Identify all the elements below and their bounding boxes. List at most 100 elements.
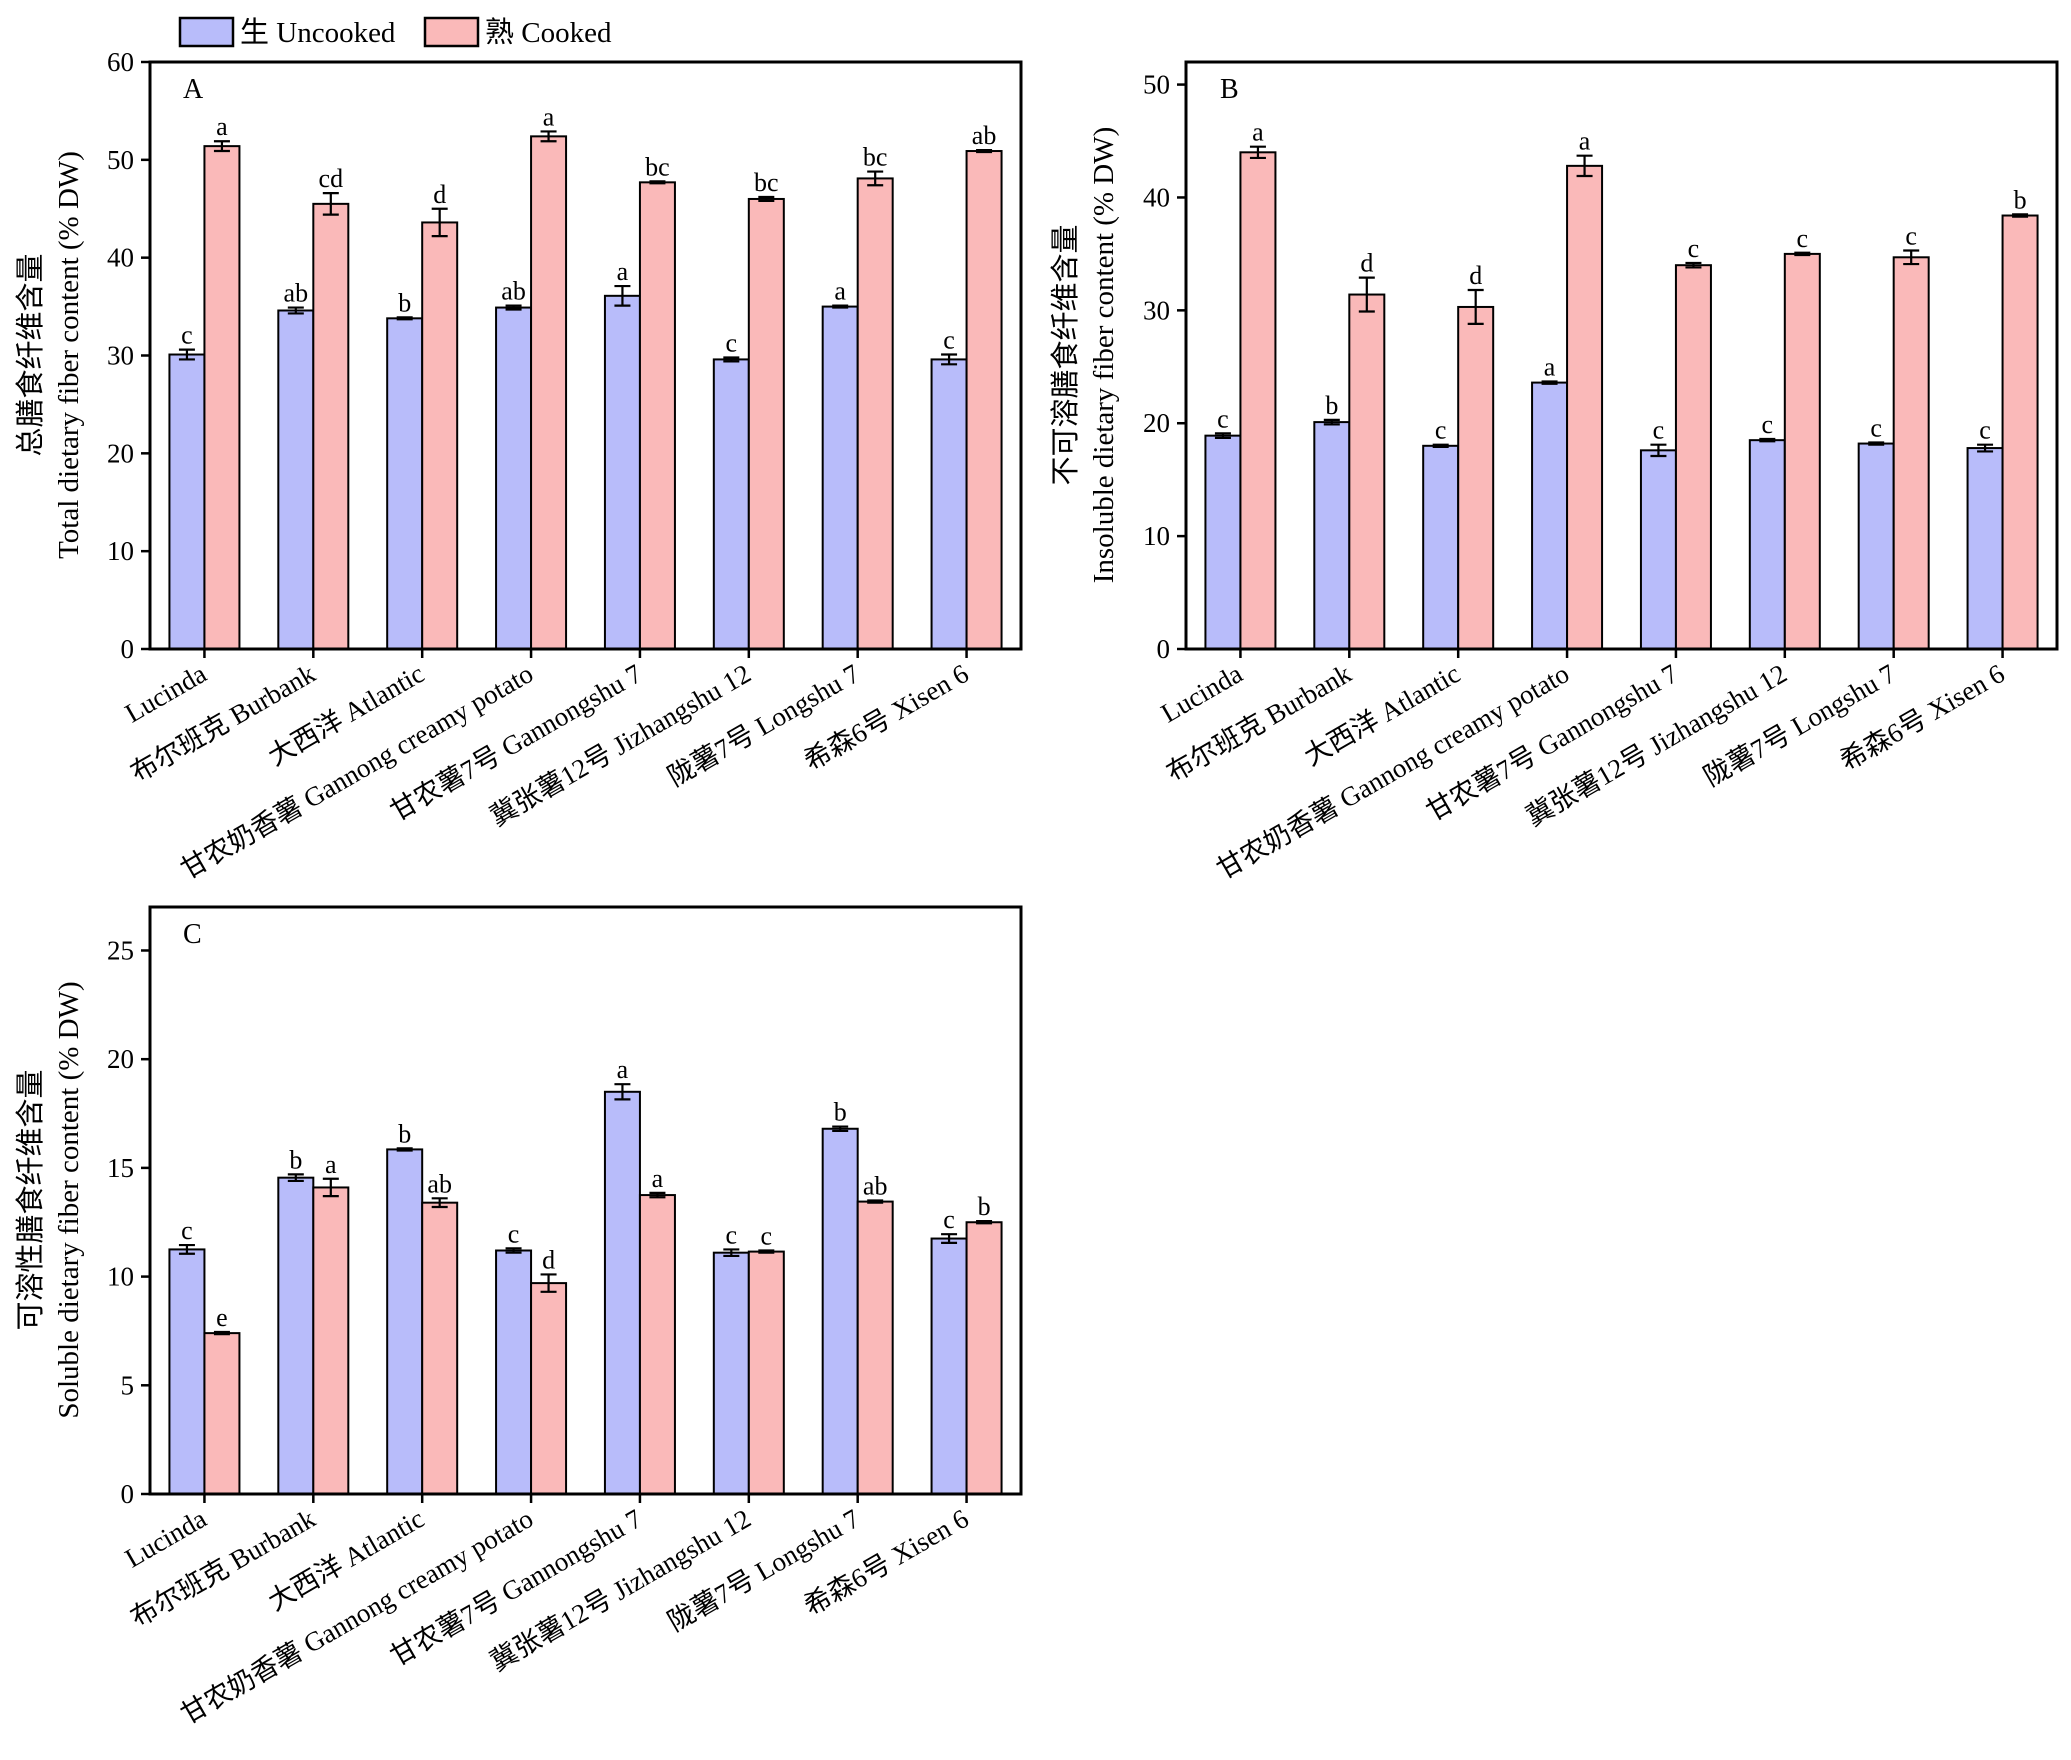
panel-b-significance-letter: b: [1325, 391, 1338, 420]
panel-c-bar-cooked: [856, 1200, 894, 1495]
panel-b-significance-letter: c: [1870, 413, 1882, 442]
panel-c-bar-cooked: [312, 1186, 350, 1495]
panel-c: 可溶性膳食纤维含量 Soluble dietary fiber content …: [14, 905, 1023, 1730]
panel-a-bar-uncooked: [821, 305, 859, 650]
legend-uncooked-swatch: [178, 16, 235, 48]
panel-a-significance-letter: a: [617, 257, 629, 286]
panel-b-xtick-label: 陇薯7号 Longshu 7: [1699, 658, 1901, 792]
panel-a-bar-cooked: [965, 150, 1003, 651]
panel-c-ytick-label: 0: [121, 1479, 135, 1509]
panel-c-ylabel-en: Soluble dietary fiber content (% DW): [53, 981, 85, 1418]
panel-a-bar-uncooked: [495, 306, 533, 650]
panel-b-significance-letter: c: [1217, 404, 1229, 433]
panel-c-ytick-label: 20: [107, 1044, 134, 1074]
panel-c-significance-letter: c: [508, 1219, 520, 1248]
panel-a-significance-letter: c: [726, 328, 738, 357]
panel-a-bar-uncooked: [930, 358, 968, 650]
panel-c-bar-cooked: [421, 1201, 459, 1495]
panel-a-ylabel-cn: 总膳食纤维含量: [14, 253, 47, 456]
panel-c-significance-letter: c: [943, 1205, 955, 1234]
panel-c-significance-letter: c: [726, 1220, 738, 1249]
panel-b-xtick-label: Lucinda: [1156, 658, 1248, 728]
panel-a-significance-letter: ab: [284, 279, 309, 308]
legend-cooked-swatch: [423, 16, 480, 48]
panel-b-ytick-label: 0: [1157, 634, 1171, 664]
panel-a-ytick-label: 10: [107, 536, 134, 566]
panel-b-letter: B: [1220, 74, 1239, 105]
panel-b-significance-letter: a: [1252, 118, 1264, 147]
panel-b-yticks: 0 10 20 30 40 50: [1143, 70, 1186, 664]
panel-a-frame: [148, 60, 1023, 651]
panel-c-significance-letter: b: [978, 1192, 991, 1221]
panel-c-significance-letter: a: [325, 1150, 337, 1179]
panel-b-bar-uncooked: [1313, 421, 1351, 650]
panel-a-letter: A: [183, 74, 204, 105]
panel-c-bar-uncooked: [168, 1248, 206, 1495]
panel-a-bar-uncooked: [603, 294, 641, 650]
panel-c-bar-uncooked: [930, 1237, 968, 1495]
panel-a-bar-uncooked: [712, 358, 750, 650]
panel-b-significance-letter: a: [1579, 127, 1591, 156]
panel-b-bar-uncooked: [1639, 449, 1677, 651]
panel-c-ytick-label: 15: [107, 1153, 134, 1183]
panel-a-bar-cooked: [421, 221, 459, 651]
panel-b-xtick-label: 布尔班克 Burbank: [1161, 658, 1356, 788]
panel-b-bar-cooked: [2001, 214, 2039, 650]
panel-b-significance-letter: c: [1688, 234, 1700, 263]
panel-c-letter: C: [183, 919, 202, 950]
panel-a-bars: c a ab cd b d ab a a bc c bc a bc c ab: [168, 102, 1003, 651]
panel-b-bars: c a b d c d a a c c c c c c c b: [1204, 118, 2039, 651]
panel-b-significance-letter: c: [1905, 222, 1917, 251]
panel-c-significance-letter: b: [834, 1098, 847, 1127]
panel-b-significance-letter: c: [1797, 224, 1809, 253]
panel-a-significance-letter: ab: [501, 277, 526, 306]
panel-c-ylabel-cn: 可溶性膳食纤维含量: [14, 1069, 47, 1330]
panel-c-bar-uncooked: [603, 1090, 641, 1495]
panel-b-bar-uncooked: [1422, 444, 1460, 650]
legend-cooked-label: 熟 Cooked: [485, 16, 612, 49]
panel-b-significance-letter: c: [1762, 410, 1774, 439]
panel-a-ytick-label: 60: [107, 47, 134, 77]
panel-c-bar-uncooked: [386, 1148, 424, 1496]
panel-c-significance-letter: c: [181, 1216, 193, 1245]
panel-c-ytick-label: 10: [107, 1262, 134, 1292]
panel-a-significance-letter: bc: [863, 143, 888, 172]
panel-a: 总膳食纤维含量 Total dietary fiber content (% D…: [14, 47, 1023, 885]
panel-b-significance-letter: c: [1979, 416, 1991, 445]
panel-a-significance-letter: a: [216, 112, 228, 141]
panel-a-xtick-label: 陇薯7号 Longshu 7: [663, 658, 865, 792]
panel-b-bar-cooked: [1239, 151, 1277, 651]
panel-b-significance-letter: d: [1469, 261, 1482, 290]
panel-c-ytick-label: 5: [121, 1370, 135, 1400]
panel-a-ylabel-en: Total dietary fiber content (% DW): [53, 151, 85, 559]
panel-a-ytick-label: 30: [107, 341, 134, 371]
panel-b-bar-cooked: [1457, 305, 1495, 650]
panel-c-bar-uncooked: [821, 1127, 859, 1496]
panel-b-bar-cooked: [1566, 164, 1604, 650]
panel-c-bar-cooked: [203, 1332, 241, 1496]
panel-b-bar-cooked: [1892, 256, 1930, 650]
panel-b-ytick-label: 40: [1143, 182, 1170, 212]
panel-c-significance-letter: ab: [863, 1172, 888, 1201]
panel-c-significance-letter: ab: [427, 1169, 452, 1198]
panel-a-significance-letter: c: [181, 321, 193, 350]
panel-c-bar-uncooked: [277, 1176, 315, 1496]
panel-c-bar-cooked: [965, 1221, 1003, 1495]
panel-a-ytick-label: 40: [107, 243, 134, 273]
panel-c-xtick-label: Lucinda: [120, 1503, 212, 1573]
panel-a-xtick-label: 布尔班克 Burbank: [125, 658, 320, 788]
panel-c-significance-letter: a: [617, 1055, 629, 1084]
panel-b-frame: [1184, 60, 2059, 651]
panel-a-significance-letter: bc: [754, 168, 779, 197]
panel-c-xtick-label: 陇薯7号 Longshu 7: [663, 1503, 865, 1637]
panel-a-significance-letter: d: [433, 180, 446, 209]
panel-c-significance-letter: b: [398, 1119, 411, 1148]
panel-a-bar-cooked: [312, 202, 350, 650]
legend-uncooked-label: 生 Uncooked: [240, 16, 396, 49]
panel-a-bar-cooked: [203, 145, 241, 651]
panel-b-bar-uncooked: [1966, 447, 2004, 651]
panel-a-bar-uncooked: [168, 353, 206, 650]
panel-c-significance-letter: b: [289, 1145, 302, 1174]
